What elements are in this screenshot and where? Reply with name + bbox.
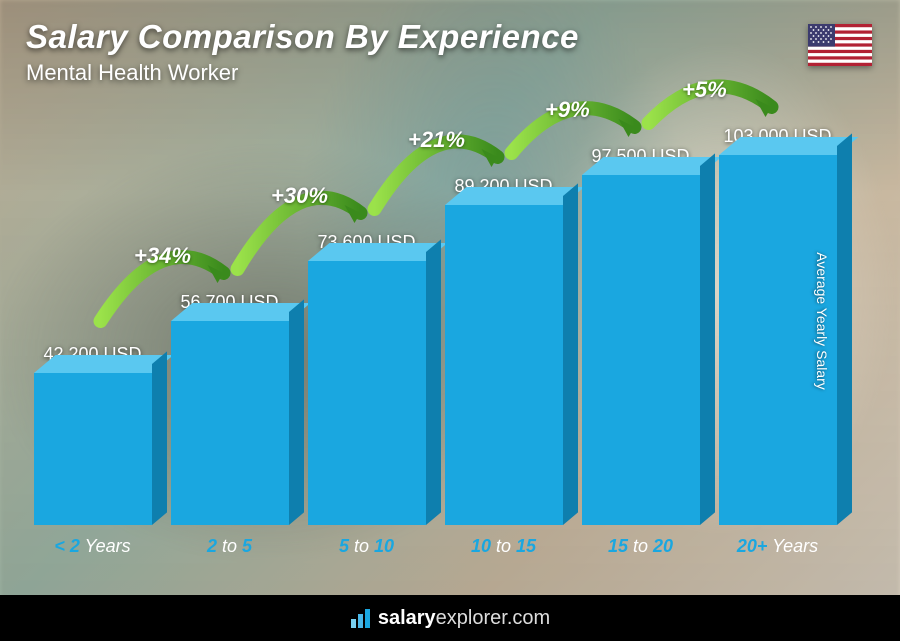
increase-label-0: +34% xyxy=(134,243,191,269)
brand-bold: salary xyxy=(378,607,436,629)
y-axis-label: Average Yearly Salary xyxy=(813,252,829,390)
x-label-4: 15 to 20 xyxy=(578,536,703,557)
salary-bar-chart: 42,200 USD56,700 USD73,600 USD89,200 USD… xyxy=(30,120,840,555)
brand-logo: salaryexplorer.com xyxy=(350,607,550,630)
logo-bars-icon xyxy=(350,607,372,629)
title-block: Salary Comparison By Experience Mental H… xyxy=(26,18,579,86)
increase-label-1: +30% xyxy=(271,183,328,209)
x-label-0: < 2 Years xyxy=(30,536,155,557)
x-label-2: 5 to 10 xyxy=(304,536,429,557)
increase-label-2: +21% xyxy=(408,127,465,153)
footer-bar: salaryexplorer.com xyxy=(0,595,900,641)
brand-light: explorer xyxy=(436,607,507,629)
page-title: Salary Comparison By Experience xyxy=(26,18,579,56)
x-axis-labels: < 2 Years 2 to 5 5 to 10 10 to 15 15 to 20 20… xyxy=(30,536,840,557)
x-label-1: 2 to 5 xyxy=(167,536,292,557)
us-flag-icon xyxy=(808,24,872,66)
x-label-5: 20+ Years xyxy=(715,536,840,557)
brand-suffix: .com xyxy=(507,607,550,629)
increase-label-3: +9% xyxy=(545,97,590,123)
x-label-3: 10 to 15 xyxy=(441,536,566,557)
increase-label-4: +5% xyxy=(682,77,727,103)
